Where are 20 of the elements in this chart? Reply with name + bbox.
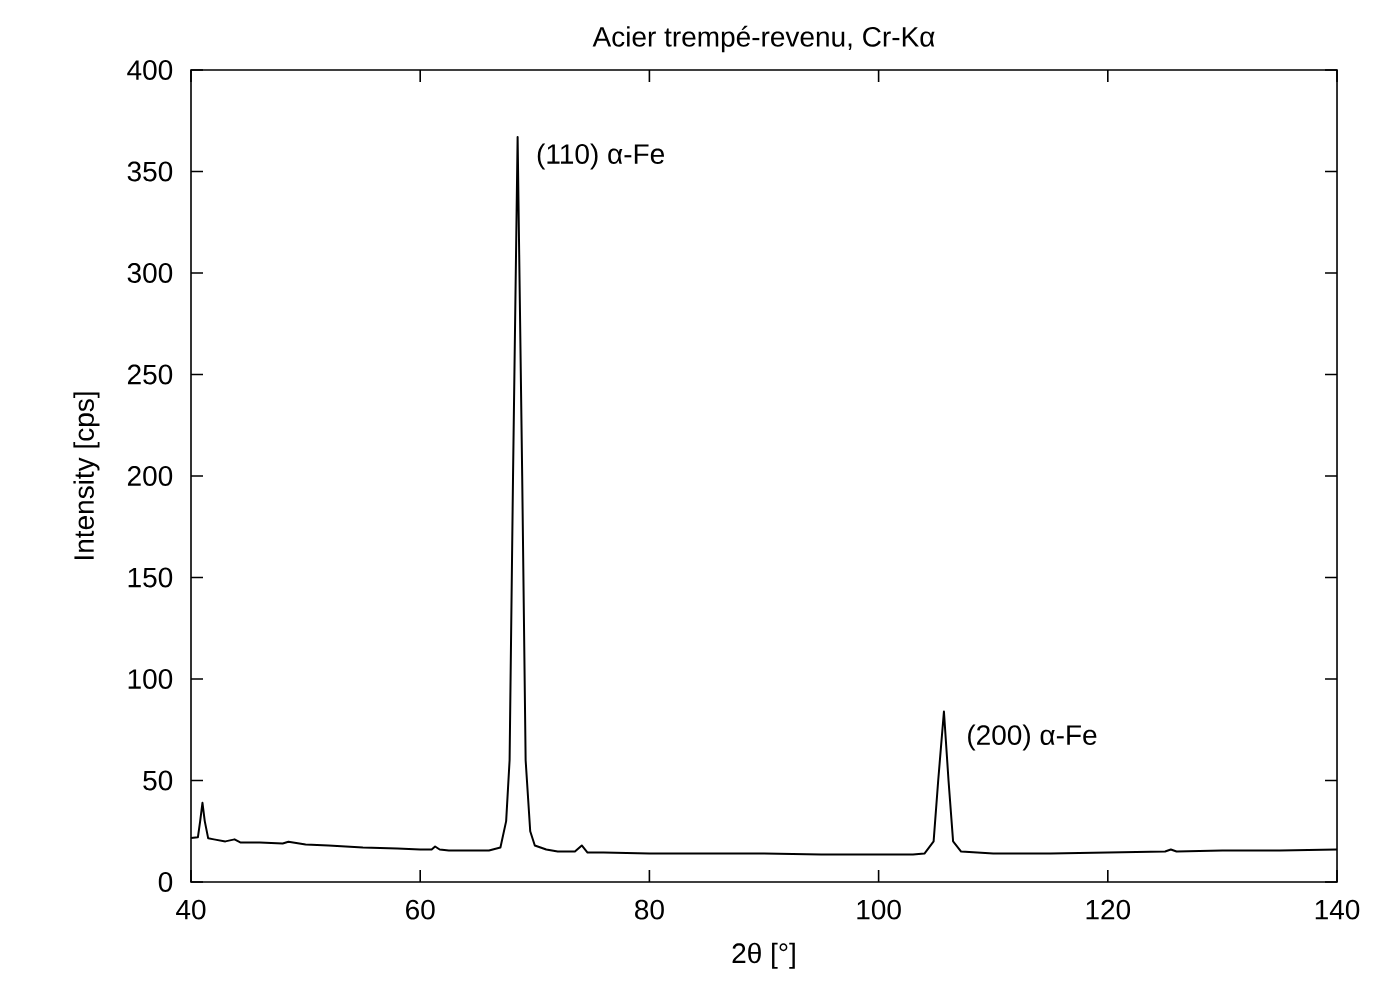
y-tick-label: 100 xyxy=(128,669,173,689)
x-tick-label: 140 xyxy=(1315,899,1360,920)
x-tick-label: 40 xyxy=(176,899,206,920)
y-tick-label: 400 xyxy=(127,60,173,80)
annotation: (200) α-Fe xyxy=(968,724,1097,751)
x-tick-label: 100 xyxy=(857,899,901,920)
y-tick-label: 150 xyxy=(128,567,173,588)
y-tick-label: 50 xyxy=(143,770,173,791)
x-tick-label: 80 xyxy=(635,899,664,920)
x-axis-title: 2θ [°] xyxy=(732,942,795,969)
y-tick-label: 300 xyxy=(127,263,173,283)
annotation: (110) α-Fe xyxy=(537,143,665,170)
y-axis-title: Intensity [cps] xyxy=(73,392,100,559)
chart-title: Acier trempé-revenu, Cr-Kα xyxy=(592,25,935,53)
x-tick-label: 120 xyxy=(1086,899,1131,920)
y-tick-label: 350 xyxy=(127,161,173,182)
y-tick-label: 200 xyxy=(127,466,173,486)
y-tick-label: 0 xyxy=(158,872,173,892)
x-tick-label: 60 xyxy=(406,899,435,920)
y-tick-label: 250 xyxy=(127,364,173,385)
